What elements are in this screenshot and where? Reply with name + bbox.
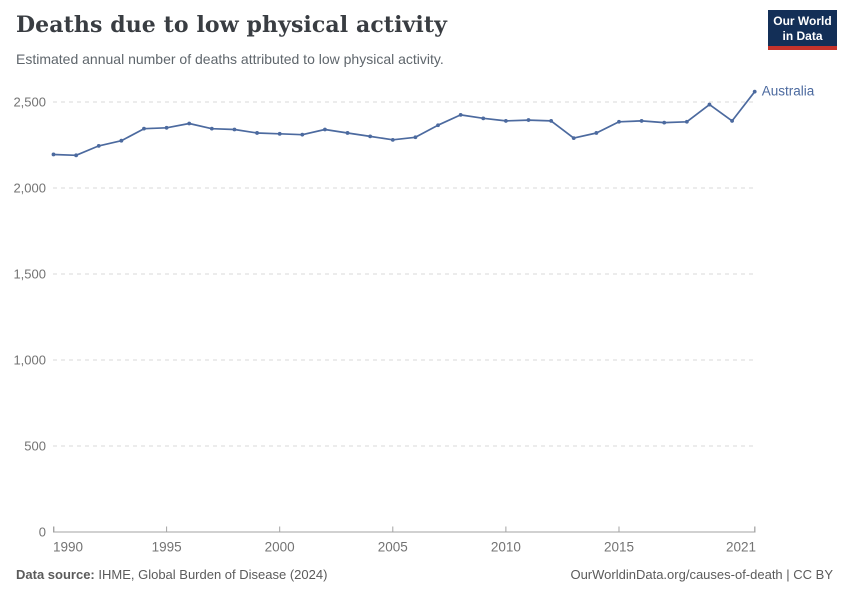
x-tick-label: 2015 [604, 540, 634, 555]
data-point[interactable] [526, 118, 531, 122]
data-point[interactable] [639, 119, 644, 123]
y-tick-label: 2,000 [13, 181, 46, 196]
data-point[interactable] [74, 153, 79, 158]
data-point[interactable] [119, 138, 124, 143]
data-point[interactable] [323, 127, 327, 132]
data-point[interactable] [142, 126, 146, 131]
data-point[interactable] [232, 127, 237, 132]
x-tick-label: 2005 [378, 540, 408, 555]
y-tick-label: 2,500 [13, 95, 46, 110]
chart-subtitle: Estimated annual number of deaths attrib… [16, 51, 444, 67]
data-point[interactable] [187, 121, 192, 126]
data-point[interactable] [96, 143, 101, 148]
data-point[interactable] [662, 120, 667, 125]
data-point[interactable] [549, 119, 554, 123]
x-tick-label: 2000 [265, 540, 295, 555]
data-point[interactable] [277, 131, 282, 136]
data-point[interactable] [458, 113, 463, 117]
data-point[interactable] [345, 131, 350, 135]
license-link[interactable]: OurWorldinData.org/causes-of-death | CC … [570, 567, 833, 582]
data-point[interactable] [481, 116, 486, 121]
data-point[interactable] [752, 89, 757, 94]
page-title: Deaths due to low physical activity [16, 12, 448, 38]
x-tick-label: 2010 [491, 540, 521, 555]
data-point[interactable] [390, 137, 395, 142]
data-point[interactable] [209, 126, 214, 131]
data-point[interactable] [594, 131, 599, 135]
entity-label-australia[interactable]: Australia [762, 84, 815, 99]
owid-logo-line1: Our World [773, 14, 832, 28]
data-point[interactable] [368, 134, 373, 139]
chart-footer: Data source: IHME, Global Burden of Dise… [16, 567, 833, 582]
data-source-label: Data source: [16, 567, 95, 582]
y-tick-label: 500 [24, 439, 46, 454]
data-point[interactable] [164, 125, 169, 130]
data-source-value: IHME, Global Burden of Disease (2024) [94, 567, 328, 582]
data-point[interactable] [617, 119, 621, 124]
x-tick-label: 1995 [152, 540, 182, 555]
x-tick-label: 2021 [726, 540, 756, 555]
data-source: Data source: IHME, Global Burden of Dise… [16, 567, 327, 582]
data-point[interactable] [255, 131, 259, 135]
owid-logo-line2: in Data [782, 28, 823, 43]
data-point[interactable] [436, 123, 440, 128]
data-point[interactable] [300, 132, 305, 137]
x-tick-label: 1990 [53, 540, 83, 555]
data-point[interactable] [571, 136, 576, 141]
owid-logo[interactable]: Our World in Data [768, 10, 837, 50]
data-point[interactable] [684, 119, 689, 124]
data-point[interactable] [730, 119, 734, 123]
data-point[interactable] [51, 152, 56, 157]
data-point[interactable] [503, 119, 508, 123]
y-tick-label: 0 [39, 525, 46, 540]
data-point[interactable] [413, 135, 418, 140]
data-line-australia[interactable] [52, 90, 756, 157]
y-tick-label: 1,500 [13, 267, 46, 282]
y-tick-label: 1,000 [13, 353, 46, 368]
data-point[interactable] [707, 102, 712, 107]
